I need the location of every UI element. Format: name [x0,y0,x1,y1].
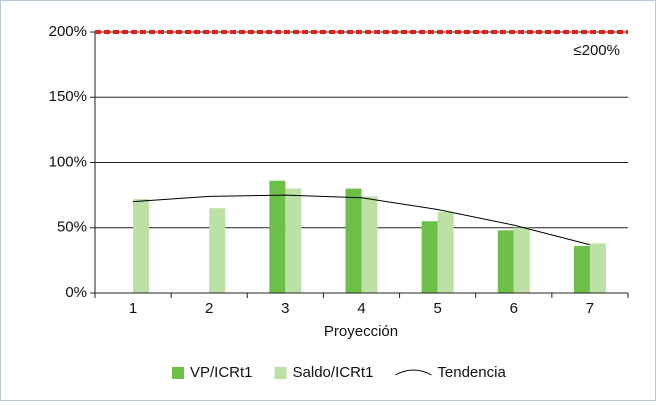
threshold-label: ≤200% [573,42,620,59]
bar [345,188,362,293]
legend-label: Saldo/ICRt1 [293,364,374,381]
legend-label: Tendencia [437,364,506,381]
y-tick-label: 50% [57,219,87,236]
bar [513,227,530,293]
legend-label: VP/ICRt1 [190,364,253,381]
x-tick-label: 5 [433,300,441,317]
y-tick-label: 100% [49,153,87,170]
bar [573,246,590,293]
x-tick-label: 7 [586,300,594,317]
y-tick-label: 0% [65,284,87,301]
bar [361,196,378,293]
bar [209,208,226,293]
bar [589,243,606,293]
x-tick-label: 3 [281,300,289,317]
bar [133,199,150,293]
x-tick-label: 2 [205,300,213,317]
bar [269,180,286,293]
legend-swatch [395,369,432,376]
bar [437,212,454,293]
x-tick-label: 4 [357,300,365,317]
bar [497,230,514,293]
x-tick-label: 6 [510,300,518,317]
legend-swatch [274,367,287,379]
trend-line [133,194,591,246]
legend-swatch [172,367,184,379]
y-tick-label: 200% [49,23,87,40]
bar [285,188,302,293]
bar [421,221,438,293]
y-tick-label: 150% [49,88,87,105]
x-tick-label: 1 [129,300,137,317]
x-axis-label: Proyección [324,323,398,340]
